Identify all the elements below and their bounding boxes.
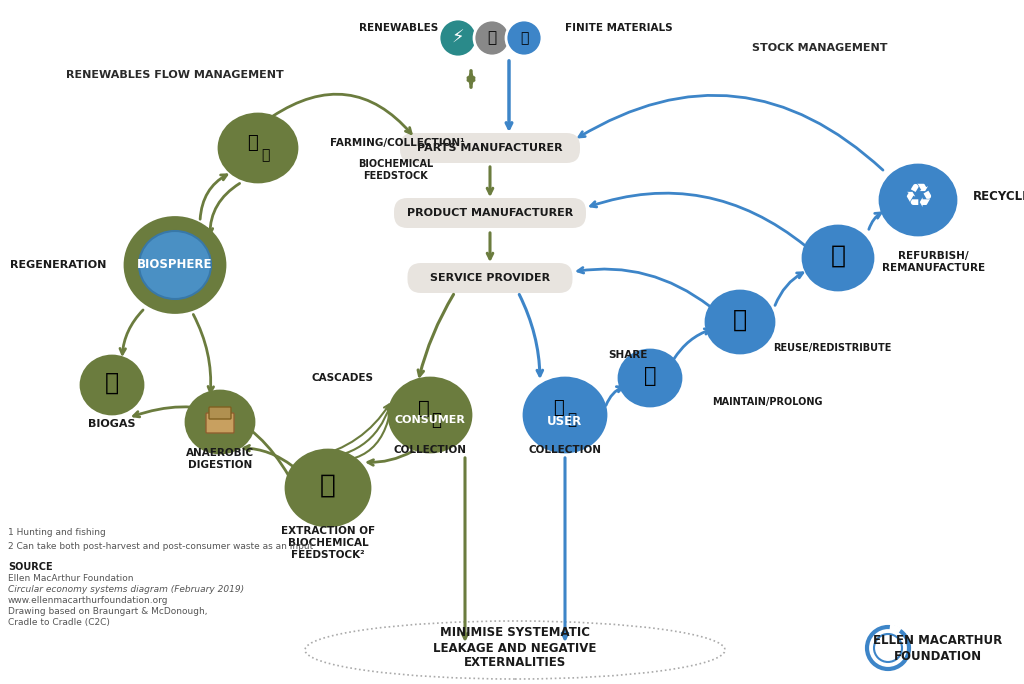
Ellipse shape xyxy=(81,356,143,414)
Text: 1 Hunting and fishing: 1 Hunting and fishing xyxy=(8,528,105,537)
Text: 🧪: 🧪 xyxy=(321,473,336,499)
Text: 🔥: 🔥 xyxy=(104,371,119,395)
Text: ELLEN MACARTHUR: ELLEN MACARTHUR xyxy=(873,635,1002,648)
Text: SOURCE: SOURCE xyxy=(8,562,52,572)
Ellipse shape xyxy=(439,19,477,57)
Ellipse shape xyxy=(880,165,956,235)
Text: PARTS MANUFACTURER: PARTS MANUFACTURER xyxy=(417,143,563,153)
Text: MAINTAIN/PROLONG: MAINTAIN/PROLONG xyxy=(712,397,822,407)
Text: 🐟: 🐟 xyxy=(261,148,269,162)
Text: SHARE: SHARE xyxy=(608,350,648,360)
Text: COLLECTION: COLLECTION xyxy=(528,445,601,455)
Text: 📦: 📦 xyxy=(733,308,748,332)
Text: Circular economy systems diagram (February 2019): Circular economy systems diagram (Februa… xyxy=(8,585,244,594)
FancyBboxPatch shape xyxy=(394,198,586,228)
FancyBboxPatch shape xyxy=(206,413,234,433)
Text: USER: USER xyxy=(548,415,583,428)
FancyBboxPatch shape xyxy=(400,133,580,163)
Text: 2 Can take both post-harvest and post-consumer waste as an input: 2 Can take both post-harvest and post-co… xyxy=(8,542,313,551)
Text: FOUNDATION: FOUNDATION xyxy=(894,650,982,663)
Text: REUSE/REDISTRIBUTE: REUSE/REDISTRIBUTE xyxy=(773,343,891,353)
Ellipse shape xyxy=(219,114,297,182)
Text: RECYCLE: RECYCLE xyxy=(973,189,1024,202)
Ellipse shape xyxy=(474,20,510,56)
Text: ANAEROBIC
DIGESTION: ANAEROBIC DIGESTION xyxy=(186,448,254,470)
Ellipse shape xyxy=(506,20,542,56)
Text: 🏭: 🏭 xyxy=(830,244,846,268)
Ellipse shape xyxy=(389,378,471,452)
Ellipse shape xyxy=(286,450,370,526)
Text: 📊: 📊 xyxy=(418,399,430,417)
Text: 👤: 👤 xyxy=(567,412,577,428)
Text: EXTRACTION OF
BIOCHEMICAL
FEEDSTOCK²: EXTRACTION OF BIOCHEMICAL FEEDSTOCK² xyxy=(281,527,375,560)
Text: FARMING/COLLECTION¹: FARMING/COLLECTION¹ xyxy=(330,138,465,148)
Ellipse shape xyxy=(706,291,774,353)
Text: COLLECTION: COLLECTION xyxy=(393,445,467,455)
Text: 🚛: 🚛 xyxy=(520,31,528,45)
Text: CONSUMER: CONSUMER xyxy=(394,415,466,425)
Ellipse shape xyxy=(803,226,873,290)
Ellipse shape xyxy=(524,378,606,452)
Text: BIOGAS: BIOGAS xyxy=(88,419,136,429)
Ellipse shape xyxy=(618,350,681,406)
Text: RENEWABLES FLOW MANAGEMENT: RENEWABLES FLOW MANAGEMENT xyxy=(67,70,284,80)
Text: RENEWABLES: RENEWABLES xyxy=(358,23,438,33)
Text: ⚡: ⚡ xyxy=(452,29,464,47)
Text: 🌾: 🌾 xyxy=(247,134,257,152)
FancyBboxPatch shape xyxy=(408,263,572,293)
Text: SERVICE PROVIDER: SERVICE PROVIDER xyxy=(430,273,550,283)
Text: Drawing based on Braungart & McDonough,: Drawing based on Braungart & McDonough, xyxy=(8,607,208,616)
Text: Ellen MacArthur Foundation: Ellen MacArthur Foundation xyxy=(8,574,133,583)
Text: 🔧: 🔧 xyxy=(644,366,656,386)
Text: FINITE MATERIALS: FINITE MATERIALS xyxy=(565,23,673,33)
Text: STOCK MANAGEMENT: STOCK MANAGEMENT xyxy=(753,43,888,53)
Ellipse shape xyxy=(125,218,225,313)
Text: 🛢: 🛢 xyxy=(487,31,497,46)
Text: Cradle to Cradle (C2C): Cradle to Cradle (C2C) xyxy=(8,618,110,627)
Ellipse shape xyxy=(186,391,254,453)
Text: MINIMISE SYSTEMATIC
LEAKAGE AND NEGATIVE
EXTERNALITIES: MINIMISE SYSTEMATIC LEAKAGE AND NEGATIVE… xyxy=(433,627,597,670)
Text: ♻: ♻ xyxy=(903,181,933,215)
Text: REFURBISH/
REMANUFACTURE: REFURBISH/ REMANUFACTURE xyxy=(882,251,985,273)
Text: BIOSPHERE: BIOSPHERE xyxy=(137,259,213,272)
Text: REGENERATION: REGENERATION xyxy=(10,260,106,270)
Ellipse shape xyxy=(139,231,211,299)
FancyBboxPatch shape xyxy=(209,407,231,419)
Text: www.ellenmacarthurfoundation.org: www.ellenmacarthurfoundation.org xyxy=(8,596,169,605)
Text: PRODUCT MANUFACTURER: PRODUCT MANUFACTURER xyxy=(407,208,573,218)
Text: 🖥: 🖥 xyxy=(553,399,563,417)
Text: BIOCHEMICAL
FEEDSTOCK: BIOCHEMICAL FEEDSTOCK xyxy=(358,159,433,181)
Text: CASCADES: CASCADES xyxy=(311,373,373,383)
Text: 👤: 👤 xyxy=(431,411,441,429)
